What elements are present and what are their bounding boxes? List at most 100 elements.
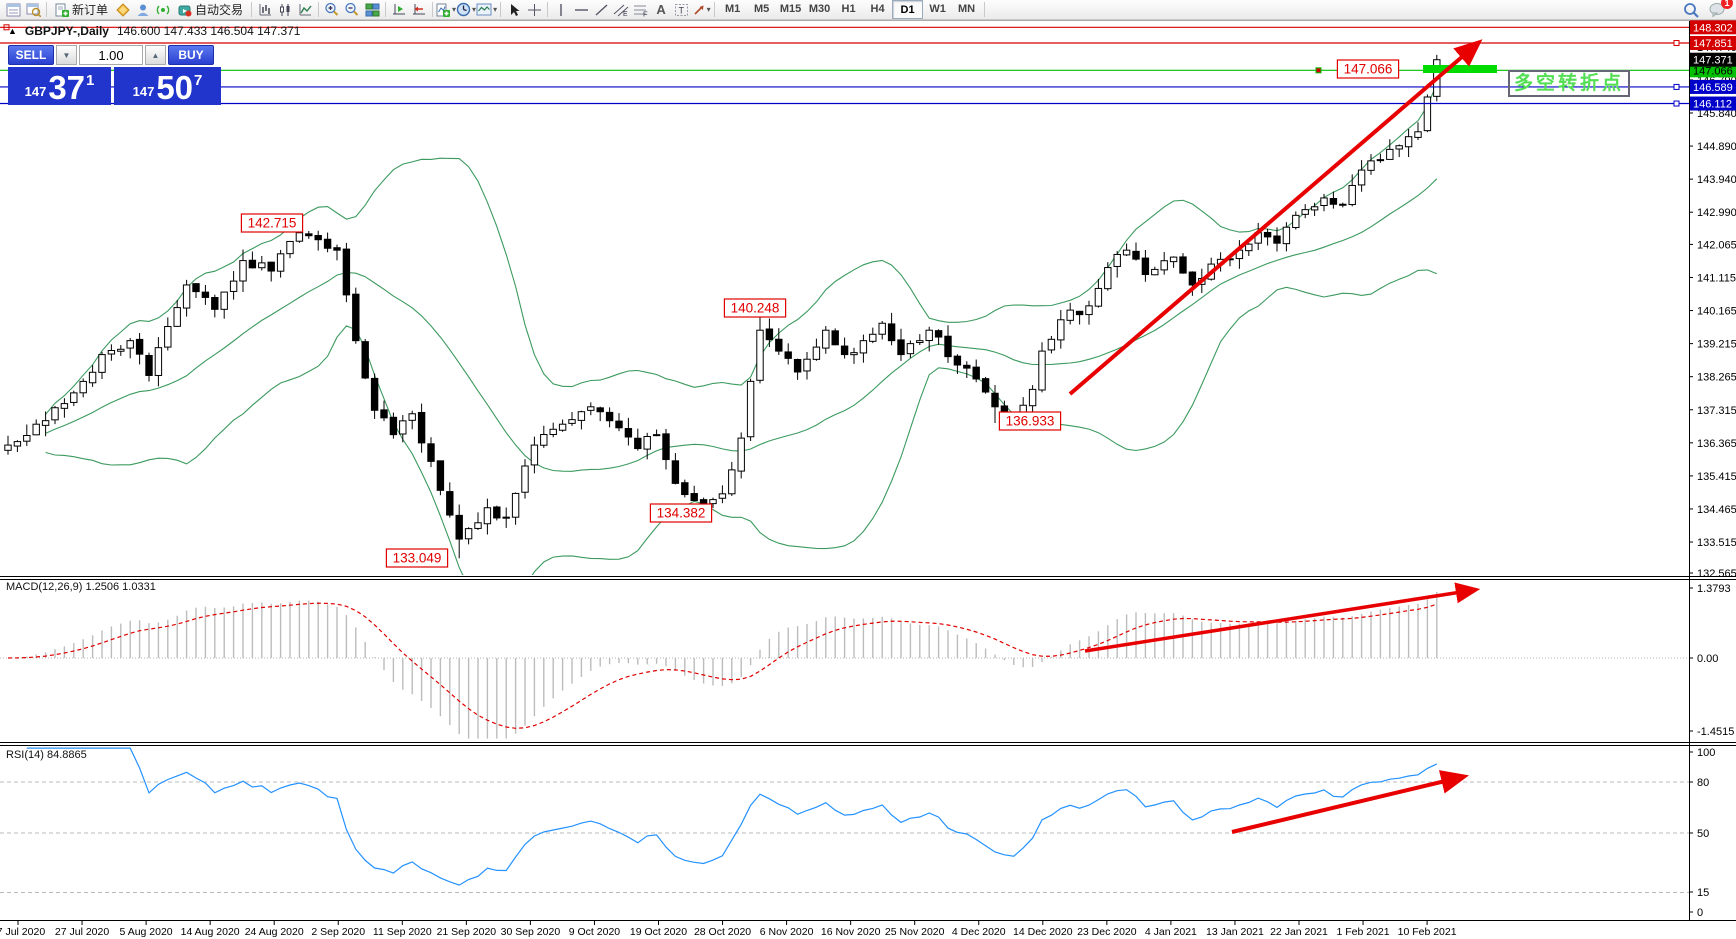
timeframe-h4[interactable]: H4 — [870, 2, 885, 15]
svg-text:9 Oct 2020: 9 Oct 2020 — [569, 926, 621, 938]
annotation-note[interactable]: 多空转折点 — [1508, 70, 1631, 97]
caret-icon: ▾ — [472, 5, 477, 14]
horizontal-line-icon[interactable] — [571, 1, 591, 19]
autotrading-label: 自动交易 — [195, 3, 244, 17]
svg-text:30 Sep 2020: 30 Sep 2020 — [501, 926, 561, 938]
svg-text:16 Nov 2020: 16 Nov 2020 — [821, 926, 881, 938]
svg-text:147.851: 147.851 — [1693, 38, 1733, 50]
svg-text:14 Aug 2020: 14 Aug 2020 — [181, 926, 240, 938]
svg-text:6 Nov 2020: 6 Nov 2020 — [760, 926, 814, 938]
caret-icon: ▾ — [493, 5, 498, 14]
chart-shift-icon[interactable] — [409, 1, 429, 19]
separator — [318, 2, 320, 17]
candlesticks — [4, 54, 1441, 559]
arrows-icon[interactable]: ▾ — [691, 1, 711, 19]
svg-text:15: 15 — [1697, 887, 1709, 899]
community-icon[interactable] — [133, 1, 153, 19]
zoom-out-icon[interactable] — [342, 1, 362, 19]
trendline-icon[interactable] — [591, 1, 611, 19]
svg-text:0: 0 — [1697, 907, 1703, 919]
svg-text:10 Feb 2021: 10 Feb 2021 — [1398, 926, 1457, 938]
svg-text:145.840: 145.840 — [1697, 108, 1736, 120]
buy-price-base: 147 — [132, 84, 155, 99]
tile-windows-icon[interactable] — [362, 1, 382, 19]
bar-chart-icon[interactable] — [255, 1, 275, 19]
bollinger-bands — [45, 83, 1438, 575]
timeframe-m1[interactable]: M1 — [724, 2, 741, 15]
separator — [714, 2, 716, 17]
svg-text:80: 80 — [1697, 777, 1709, 789]
vertical-line-icon[interactable] — [551, 1, 571, 19]
zoom-in-icon[interactable] — [322, 1, 342, 19]
svg-text:133.515: 133.515 — [1697, 537, 1736, 549]
svg-text:132.565: 132.565 — [1697, 568, 1736, 580]
periods-icon[interactable]: ▾ — [456, 1, 476, 19]
sell-button[interactable]: SELL — [8, 45, 54, 65]
separator — [251, 2, 253, 17]
crosshair-icon[interactable] — [524, 1, 544, 19]
svg-text:13 Jan 2021: 13 Jan 2021 — [1206, 926, 1264, 938]
chat-icon[interactable]: 1 — [1707, 0, 1733, 19]
timeframe-m5[interactable]: M5 — [753, 2, 770, 15]
svg-text:5 Aug 2020: 5 Aug 2020 — [120, 926, 173, 938]
price-axis[interactable]: 147.740146.790145.840144.890143.940142.9… — [1689, 42, 1736, 919]
svg-text:22 Jan 2021: 22 Jan 2021 — [1270, 926, 1328, 938]
fibonacci-icon[interactable]: F — [631, 1, 651, 19]
svg-text:136.933: 136.933 — [1006, 414, 1055, 429]
timeframe-m15[interactable]: M15 — [779, 2, 802, 15]
cursor-icon[interactable] — [504, 1, 524, 19]
svg-text:134.382: 134.382 — [657, 506, 706, 521]
svg-text:146.112: 146.112 — [1693, 99, 1732, 111]
separator — [984, 2, 986, 17]
buy-price-display[interactable]: 147 50 7 — [114, 67, 221, 105]
svg-text:19 Oct 2020: 19 Oct 2020 — [630, 926, 687, 938]
separator — [500, 2, 502, 17]
auto-scroll-icon[interactable] — [389, 1, 409, 19]
volume-up-stepper[interactable]: ▲ — [145, 45, 166, 65]
volume-down-stepper[interactable]: ▼ — [56, 45, 77, 65]
timeframe-h1[interactable]: H1 — [841, 2, 856, 15]
label-icon[interactable]: T — [671, 1, 691, 19]
sell-price-display[interactable]: 147 37 1 — [8, 67, 111, 105]
collapse-panel-icon[interactable]: ▲ — [8, 26, 17, 36]
timeframe-mn[interactable]: MN — [958, 2, 976, 15]
indicators-icon[interactable]: ▾ — [436, 1, 456, 19]
search-icon[interactable] — [1681, 1, 1701, 19]
volume-input[interactable]: 1.00 — [79, 45, 143, 65]
macd-indicator — [0, 591, 1689, 739]
svg-text:1.3793: 1.3793 — [1697, 583, 1731, 595]
candlestick-icon[interactable] — [275, 1, 295, 19]
highlight-segment[interactable] — [1423, 65, 1497, 73]
market-watch-icon[interactable] — [3, 1, 23, 19]
templates-icon[interactable]: ▾ — [476, 1, 497, 19]
buy-price-point: 7 — [194, 72, 203, 89]
new-order-icon — [55, 3, 69, 17]
trend-arrows[interactable] — [1068, 39, 1483, 834]
separator — [46, 2, 47, 17]
metaeditor-icon[interactable] — [113, 1, 133, 19]
svg-text:21 Sep 2020: 21 Sep 2020 — [437, 926, 497, 938]
macd-label: MACD(12,26,9) 1.2506 1.0331 — [6, 581, 156, 593]
timeframe-w1[interactable]: W1 — [929, 2, 946, 15]
date-axis[interactable]: 17 Jul 2020 27 Jul 2020 5 Aug 2020 14 Aug 2… — [0, 921, 1457, 938]
timeframe-d1[interactable]: D1 — [892, 0, 924, 19]
timeframe-m30[interactable]: M30 — [808, 2, 831, 15]
text-icon[interactable]: A — [656, 2, 666, 17]
separator — [385, 2, 387, 17]
svg-text:E: E — [623, 11, 628, 17]
autotrading-button[interactable]: 自动交易 — [173, 1, 248, 19]
buy-button[interactable]: BUY — [168, 45, 214, 65]
svg-text:147.066: 147.066 — [1693, 65, 1733, 77]
svg-text:140.165: 140.165 — [1697, 306, 1736, 318]
signals-icon[interactable] — [153, 1, 173, 19]
notification-badge: 1 — [1721, 0, 1733, 9]
new-order-button[interactable]: 新订单 — [50, 1, 113, 19]
svg-text:17 Jul 2020: 17 Jul 2020 — [0, 926, 45, 938]
channel-icon[interactable]: E — [611, 1, 631, 19]
line-chart-icon[interactable] — [295, 1, 315, 19]
data-window-icon[interactable] — [23, 1, 43, 19]
price-annotation-labels[interactable]: 142.715 140.248 136.933 134.382 133.049 147.0… — [240, 59, 1400, 568]
svg-text:1 Feb 2021: 1 Feb 2021 — [1336, 926, 1389, 938]
